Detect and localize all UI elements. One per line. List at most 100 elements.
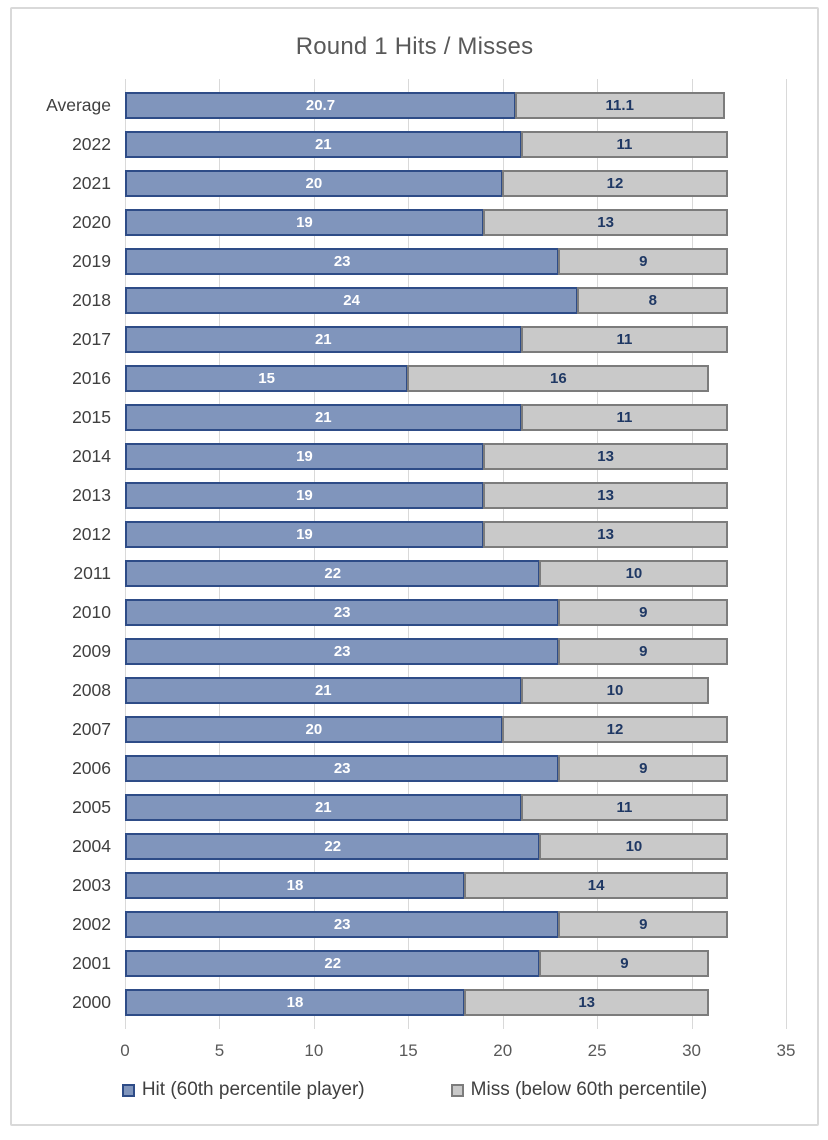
bar-row: 2018 24 8 bbox=[12, 281, 817, 320]
bar-value-label: 10 bbox=[606, 682, 624, 699]
bar-track: 20 12 bbox=[125, 170, 786, 197]
bar-value-label: 13 bbox=[597, 487, 614, 504]
bar-value-label: 21 bbox=[314, 799, 332, 816]
legend-label-miss: Miss (below 60th percentile) bbox=[470, 1079, 708, 1100]
bar-value-label: 18 bbox=[286, 877, 304, 894]
category-label: 2004 bbox=[72, 836, 111, 856]
bar-row: 2014 19 13 bbox=[12, 437, 817, 476]
bar-row: 2002 23 9 bbox=[12, 905, 817, 944]
category-label: Average bbox=[46, 95, 111, 115]
x-axis-tick-label: 30 bbox=[682, 1041, 702, 1060]
hit-bar-segment: 23 bbox=[125, 755, 560, 782]
bar-value-label: 23 bbox=[333, 643, 351, 660]
x-axis-tick-label: 20 bbox=[493, 1041, 513, 1060]
category-label: 2014 bbox=[72, 446, 111, 466]
bar-row: 2006 23 9 bbox=[12, 749, 817, 788]
bar-value-label: 22 bbox=[324, 955, 342, 972]
hit-bar-segment: 22 bbox=[125, 560, 541, 587]
miss-bar-segment: 13 bbox=[482, 443, 729, 470]
bar-track: 22 10 bbox=[125, 833, 786, 860]
bar-value-label: 10 bbox=[625, 565, 643, 582]
category-label: 2009 bbox=[72, 641, 111, 661]
bar-value-label: 15 bbox=[258, 370, 275, 387]
hit-bar-segment: 23 bbox=[125, 638, 560, 665]
x-axis-tick-label: 10 bbox=[304, 1041, 324, 1060]
bar-value-label: 19 bbox=[296, 487, 313, 504]
hit-bar-segment: 21 bbox=[125, 326, 522, 353]
bar-value-label: 24 bbox=[343, 292, 360, 309]
hit-bar-segment: 19 bbox=[125, 482, 484, 509]
miss-bar-segment: 9 bbox=[558, 599, 729, 626]
bar-value-label: 19 bbox=[296, 214, 313, 231]
miss-bar-segment: 13 bbox=[463, 989, 710, 1016]
bar-track: 24 8 bbox=[125, 287, 786, 314]
bar-value-label: 11 bbox=[616, 409, 633, 426]
bar-value-label: 23 bbox=[333, 760, 351, 777]
legend-item-hit: Hit (60th percentile player) bbox=[121, 1079, 365, 1101]
hit-bar-segment: 19 bbox=[125, 521, 484, 548]
bar-value-label: 14 bbox=[587, 877, 605, 894]
chart-card: Round 1 Hits / Misses Average 20.7 11.1 202… bbox=[10, 7, 819, 1126]
miss-bar-segment: 11.1 bbox=[514, 92, 725, 119]
category-label: 2016 bbox=[72, 368, 111, 388]
miss-bar-segment: 13 bbox=[482, 521, 729, 548]
miss-bar-segment: 9 bbox=[558, 911, 729, 938]
bar-value-label: 12 bbox=[606, 175, 624, 192]
bar-value-label: 9 bbox=[639, 604, 648, 621]
hit-bar-segment: 21 bbox=[125, 794, 522, 821]
category-label: 2020 bbox=[72, 212, 111, 232]
bar-track: 23 9 bbox=[125, 599, 786, 626]
bar-row: 2021 20 12 bbox=[12, 164, 817, 203]
bar-value-label: 13 bbox=[597, 448, 614, 465]
miss-bar-segment: 11 bbox=[520, 131, 729, 158]
miss-bar-segment: 10 bbox=[539, 560, 729, 587]
hit-bar-segment: 20 bbox=[125, 170, 503, 197]
category-label: 2003 bbox=[72, 875, 111, 895]
hit-bar-segment: 20.7 bbox=[125, 92, 516, 119]
miss-bar-segment: 11 bbox=[520, 326, 729, 353]
bar-value-label: 8 bbox=[648, 292, 657, 309]
x-axis-tick-label: 25 bbox=[587, 1041, 607, 1060]
bar-value-label: 23 bbox=[333, 916, 351, 933]
category-label: 2018 bbox=[72, 290, 111, 310]
miss-bar-segment: 11 bbox=[520, 794, 729, 821]
bar-track: 23 9 bbox=[125, 248, 786, 275]
bar-value-label: 9 bbox=[639, 643, 648, 660]
bar-value-label: 16 bbox=[550, 370, 567, 387]
miss-bar-segment: 9 bbox=[558, 755, 729, 782]
bar-value-label: 20.7 bbox=[305, 97, 336, 114]
bar-row: 2011 22 10 bbox=[12, 554, 817, 593]
miss-bar-segment: 10 bbox=[520, 677, 710, 704]
hit-bar-segment: 22 bbox=[125, 950, 541, 977]
hit-bar-segment: 24 bbox=[125, 287, 579, 314]
bar-track: 23 9 bbox=[125, 755, 786, 782]
bar-value-label: 11 bbox=[616, 799, 633, 816]
bar-track: 19 13 bbox=[125, 209, 786, 236]
legend-label-hit: Hit (60th percentile player) bbox=[141, 1079, 365, 1100]
bar-value-label: 9 bbox=[639, 916, 648, 933]
category-label: 2011 bbox=[73, 563, 111, 583]
plot-area: Average 20.7 11.1 2022 21 11 2021 20 12 2020 19 13 2… bbox=[12, 79, 817, 1029]
bar-row: 2010 23 9 bbox=[12, 593, 817, 632]
legend: Hit (60th percentile player) Miss (below… bbox=[12, 1079, 817, 1101]
bar-row: 2013 19 13 bbox=[12, 476, 817, 515]
bar-row: Average 20.7 11.1 bbox=[12, 86, 817, 125]
bar-row: 2012 19 13 bbox=[12, 515, 817, 554]
bar-track: 21 11 bbox=[125, 794, 786, 821]
bar-value-label: 23 bbox=[333, 604, 351, 621]
bar-value-label: 22 bbox=[324, 838, 342, 855]
category-label: 2019 bbox=[72, 251, 111, 271]
bar-value-label: 20 bbox=[305, 721, 323, 738]
miss-bar-segment: 9 bbox=[558, 638, 729, 665]
bar-row: 2008 21 10 bbox=[12, 671, 817, 710]
bar-row: 2005 21 11 bbox=[12, 788, 817, 827]
rows: Average 20.7 11.1 2022 21 11 2021 20 12 2020 19 13 2… bbox=[12, 79, 817, 1029]
bar-track: 18 14 bbox=[125, 872, 786, 899]
bar-value-label: 11 bbox=[616, 331, 633, 348]
bar-value-label: 9 bbox=[620, 955, 629, 972]
bar-value-label: 20 bbox=[305, 175, 323, 192]
bar-value-label: 19 bbox=[296, 448, 313, 465]
hit-bar-segment: 20 bbox=[125, 716, 503, 743]
hit-bar-segment: 18 bbox=[125, 989, 465, 1016]
bar-row: 2019 23 9 bbox=[12, 242, 817, 281]
